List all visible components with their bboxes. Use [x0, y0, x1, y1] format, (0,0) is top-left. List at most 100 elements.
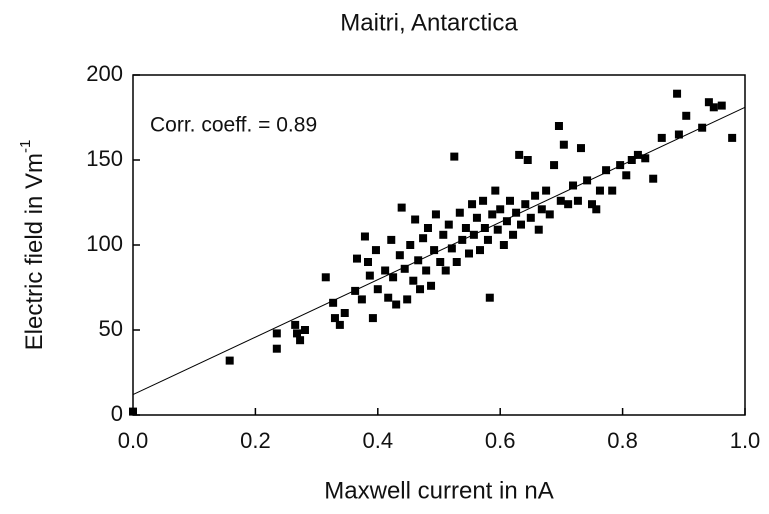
point [502, 217, 511, 226]
point [633, 150, 642, 159]
point [395, 251, 404, 260]
point [129, 407, 137, 416]
point [468, 200, 477, 209]
point [588, 200, 596, 209]
point [569, 181, 578, 190]
point [441, 266, 450, 275]
point [517, 220, 526, 229]
point [674, 130, 683, 139]
point [493, 225, 502, 234]
point [409, 276, 418, 285]
point [480, 224, 489, 232]
point [384, 293, 393, 302]
point [488, 210, 497, 219]
y-tick-label: 200 [86, 61, 123, 86]
point [397, 203, 406, 212]
point [352, 254, 361, 263]
point [373, 285, 382, 294]
x-tick-label: 0.2 [240, 428, 271, 453]
point [545, 210, 554, 219]
point [608, 186, 617, 195]
x-tick-label: 0.4 [363, 428, 394, 453]
point [554, 122, 563, 130]
x-tick-label: 0.6 [485, 428, 516, 453]
point [573, 196, 582, 205]
point [436, 258, 445, 266]
point [330, 314, 339, 323]
point [704, 98, 713, 107]
point [559, 140, 568, 149]
point [351, 286, 360, 295]
point [505, 196, 514, 205]
point [523, 156, 532, 164]
point [622, 171, 631, 180]
point [542, 186, 551, 195]
point [595, 186, 604, 195]
point [485, 293, 494, 302]
point [423, 224, 432, 232]
point [365, 271, 374, 280]
chart-title: Maitri, Antarctica [340, 9, 518, 36]
point [430, 246, 439, 255]
point [296, 336, 305, 345]
point [368, 314, 377, 323]
point [439, 230, 448, 239]
point [479, 196, 488, 205]
point [406, 241, 415, 249]
point [509, 230, 518, 239]
point [717, 101, 726, 110]
point [389, 273, 398, 282]
point [682, 111, 691, 120]
point [709, 103, 718, 112]
point [452, 258, 461, 266]
x-tick-label: 0.8 [607, 428, 638, 453]
point [321, 273, 330, 282]
point [515, 150, 524, 159]
point [387, 235, 396, 244]
y-tick-label: 150 [86, 146, 123, 171]
point [422, 266, 431, 275]
point [576, 144, 585, 153]
point [728, 133, 737, 142]
point [400, 264, 409, 273]
point [416, 285, 425, 294]
point [300, 326, 309, 334]
point [537, 205, 546, 214]
point [657, 133, 666, 142]
point [472, 213, 481, 222]
point [357, 295, 366, 304]
point [293, 329, 302, 338]
point [431, 210, 440, 219]
point [534, 225, 543, 234]
y-tick-label: 100 [86, 231, 123, 256]
point [371, 246, 380, 255]
point [329, 298, 338, 307]
point [364, 258, 373, 266]
point [272, 344, 281, 353]
point [550, 161, 559, 170]
x-tick-label: 0.0 [118, 428, 149, 453]
x-axis-label: Maxwell current in nA [324, 477, 553, 504]
point [464, 249, 473, 258]
point [444, 220, 453, 229]
point [499, 241, 508, 249]
y-axis-label-sup: -1 [17, 140, 34, 153]
point [512, 208, 521, 217]
point [491, 186, 500, 195]
point [673, 89, 682, 98]
point [461, 224, 470, 232]
point [291, 320, 300, 329]
y-axis-label: Electric field in Vm-1 [17, 140, 48, 351]
y-axis-label-main: Electric field in Vm [21, 153, 48, 350]
point [411, 215, 420, 224]
point [531, 191, 540, 200]
point [392, 300, 401, 309]
point [381, 266, 390, 275]
point [602, 166, 611, 175]
point [641, 154, 650, 163]
point [427, 281, 436, 290]
point [455, 208, 464, 217]
point [340, 309, 349, 317]
point [649, 174, 658, 183]
point [335, 320, 344, 329]
